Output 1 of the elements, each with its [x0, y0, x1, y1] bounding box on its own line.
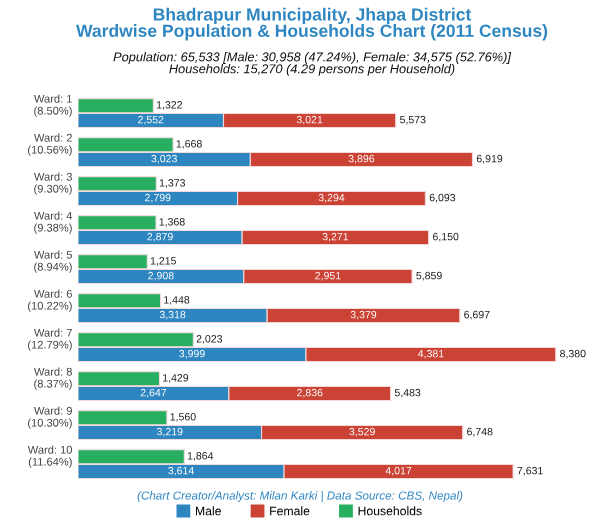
text: Bhadrapur Municipality, Jhapa District Wardwise Population & Households Chart (2011 Census) [76, 7, 548, 41]
